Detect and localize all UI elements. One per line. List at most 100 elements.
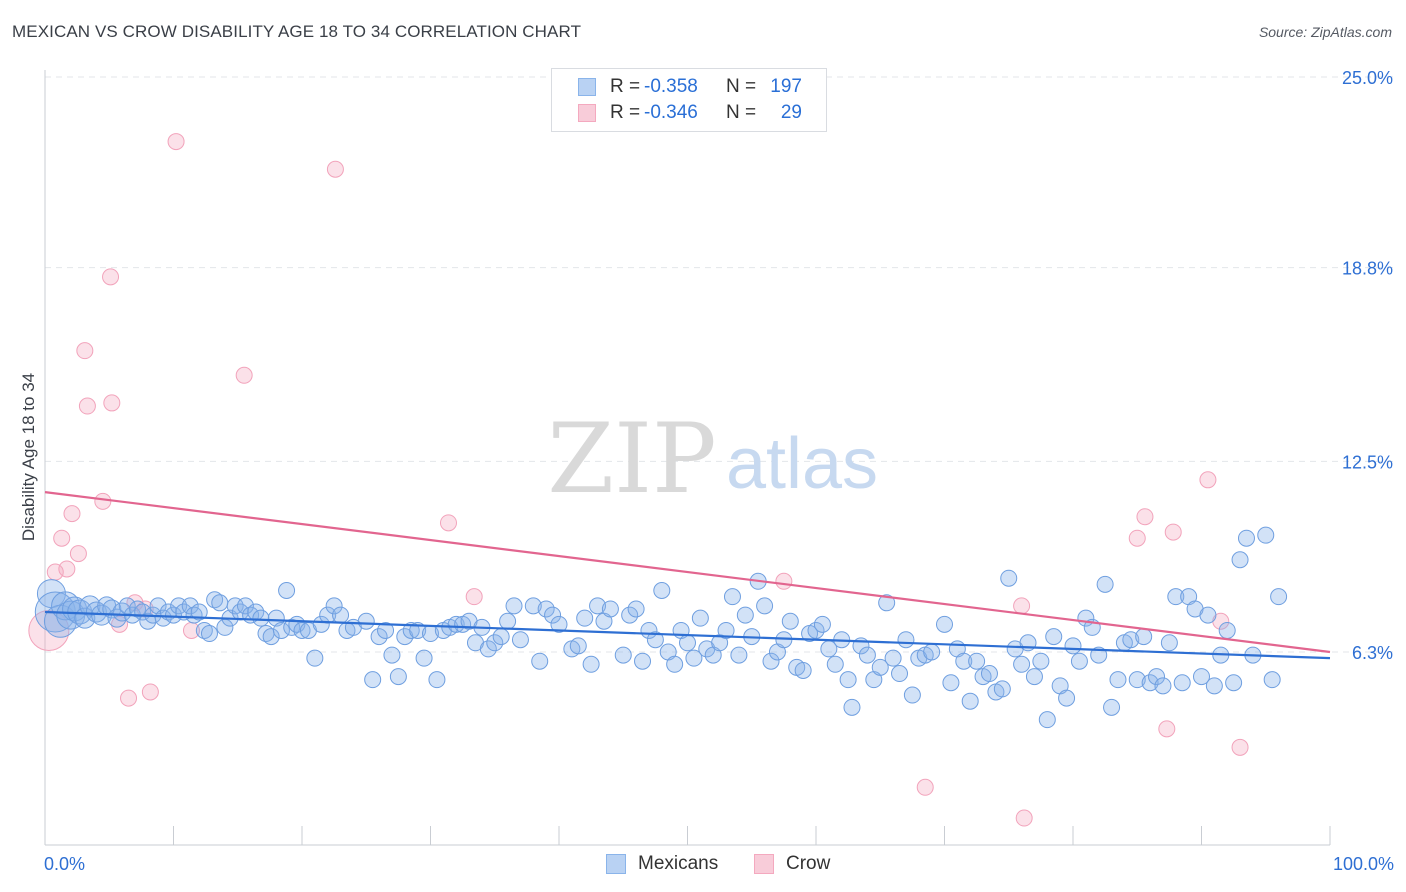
mexicans-point bbox=[807, 621, 825, 639]
mexicans-point bbox=[601, 600, 619, 618]
mexicans-point bbox=[486, 634, 504, 652]
watermark-atlas: atlas bbox=[726, 424, 878, 504]
mexicans-point bbox=[955, 652, 973, 670]
axes bbox=[44, 70, 1331, 846]
watermark: ZIP atlas bbox=[547, 403, 878, 515]
source-label: Source: ZipAtlas.com bbox=[1258, 24, 1392, 40]
mexicans-point bbox=[871, 658, 889, 676]
mexicans-point bbox=[980, 665, 998, 683]
legend-n-value: 197 bbox=[770, 76, 802, 97]
mexicans-point bbox=[357, 612, 375, 630]
mexicans-point bbox=[118, 597, 136, 615]
crow-point bbox=[58, 560, 76, 578]
y-tick-label: 25.0% bbox=[1342, 68, 1393, 88]
mexicans-point bbox=[129, 600, 147, 618]
chart-title: MEXICAN VS CROW DISABILITY AGE 18 TO 34 … bbox=[12, 22, 582, 41]
mexicans-point bbox=[897, 631, 915, 649]
legend-n-value: 29 bbox=[780, 102, 802, 123]
mexicans-point bbox=[211, 594, 229, 612]
correlation-legend: R = -0.358 N = 197 R = -0.346 N = 29 bbox=[551, 68, 827, 132]
mexicans-point bbox=[1257, 526, 1275, 544]
mexicans-point bbox=[544, 606, 562, 624]
mexicans-point bbox=[293, 621, 311, 639]
mexicans-point bbox=[415, 649, 433, 667]
mexicans-point bbox=[1058, 689, 1076, 707]
crow-point bbox=[78, 397, 96, 415]
mexicans-point bbox=[272, 621, 290, 639]
legend-n-label: N = bbox=[726, 102, 757, 123]
y-tick-label: 18.8% bbox=[1342, 259, 1393, 279]
mexicans-point bbox=[402, 621, 420, 639]
crow-legend-label: Crow bbox=[786, 853, 831, 874]
trend-lines bbox=[44, 491, 1331, 660]
mexicans-point bbox=[185, 606, 203, 624]
mexicans-point bbox=[1135, 628, 1153, 646]
mexicans-point bbox=[1109, 671, 1127, 689]
mexicans-point bbox=[679, 634, 696, 652]
mexicans-legend-label: Mexicans bbox=[638, 853, 719, 874]
mexicans-point bbox=[332, 606, 350, 624]
crow-point bbox=[326, 160, 344, 178]
mexicans-point bbox=[942, 674, 960, 692]
mexicans-point bbox=[569, 637, 587, 655]
mexicans-point bbox=[576, 609, 594, 627]
mexicans-point bbox=[666, 655, 684, 673]
mexicans-point bbox=[961, 692, 979, 710]
mexicans-point bbox=[589, 597, 607, 615]
crow-point bbox=[775, 572, 793, 590]
crow-point bbox=[69, 545, 87, 563]
mexicans-point bbox=[756, 597, 774, 615]
crow-point bbox=[76, 342, 94, 360]
mexicans-point bbox=[1141, 674, 1159, 692]
mexicans-point bbox=[884, 649, 902, 667]
y-axis-label: Disability Age 18 to 34 bbox=[19, 373, 38, 541]
crow-point bbox=[167, 133, 185, 151]
mexicans-point bbox=[1160, 634, 1178, 652]
mexicans-point bbox=[653, 582, 671, 600]
mexicans-point bbox=[993, 680, 1011, 698]
mexicans-point bbox=[614, 646, 632, 664]
mexicans-point bbox=[878, 594, 896, 612]
mexicans-points bbox=[34, 526, 1288, 729]
legend-r-label: R = bbox=[610, 76, 641, 97]
legend-r-value: -0.346 bbox=[644, 102, 698, 123]
mexicans-point bbox=[1070, 652, 1088, 670]
mexicans-point bbox=[479, 640, 497, 658]
legend-row-mexicans: R = -0.358 N = 197 bbox=[578, 75, 802, 99]
mexicans-point bbox=[537, 600, 555, 618]
gridlines bbox=[45, 76, 1395, 653]
mexicans-point bbox=[1128, 671, 1146, 689]
mexicans-point bbox=[492, 628, 510, 646]
mexicans-point bbox=[236, 597, 254, 615]
mexicans-point bbox=[1000, 569, 1018, 587]
mexicans-point bbox=[1193, 668, 1210, 686]
crow-point bbox=[1164, 523, 1182, 541]
mexicans-point bbox=[1270, 588, 1288, 606]
mexicans-point bbox=[195, 621, 213, 639]
crow-point bbox=[103, 394, 121, 412]
mexicans-point bbox=[306, 649, 324, 667]
mexicans-point bbox=[936, 615, 953, 633]
mexicans-point bbox=[1205, 677, 1223, 695]
mexicans-point bbox=[1025, 668, 1043, 686]
x-min-label: 0.0% bbox=[44, 854, 85, 874]
y-tick-label: 6.3% bbox=[1352, 643, 1393, 663]
mexicans-point bbox=[1096, 575, 1114, 593]
bottom-legend-mexicans: Mexicans bbox=[606, 852, 718, 876]
mexicans-point bbox=[505, 597, 523, 615]
mexicans-point bbox=[377, 621, 395, 639]
crow-point bbox=[63, 505, 81, 523]
mexicans-point bbox=[200, 625, 218, 643]
mexicans-point bbox=[730, 646, 748, 664]
crow-legend-swatch bbox=[754, 854, 774, 874]
crow-point bbox=[111, 615, 129, 633]
mexicans-point bbox=[511, 631, 529, 649]
mexicans-point bbox=[891, 665, 909, 683]
mexicans-point bbox=[181, 597, 199, 615]
mexicans-point bbox=[1173, 674, 1191, 692]
mexicans-point bbox=[781, 612, 799, 630]
crow-swatch bbox=[578, 104, 596, 122]
mexicans-point bbox=[370, 628, 388, 646]
mexicans-point bbox=[447, 615, 465, 633]
mexicans-point bbox=[826, 655, 844, 673]
